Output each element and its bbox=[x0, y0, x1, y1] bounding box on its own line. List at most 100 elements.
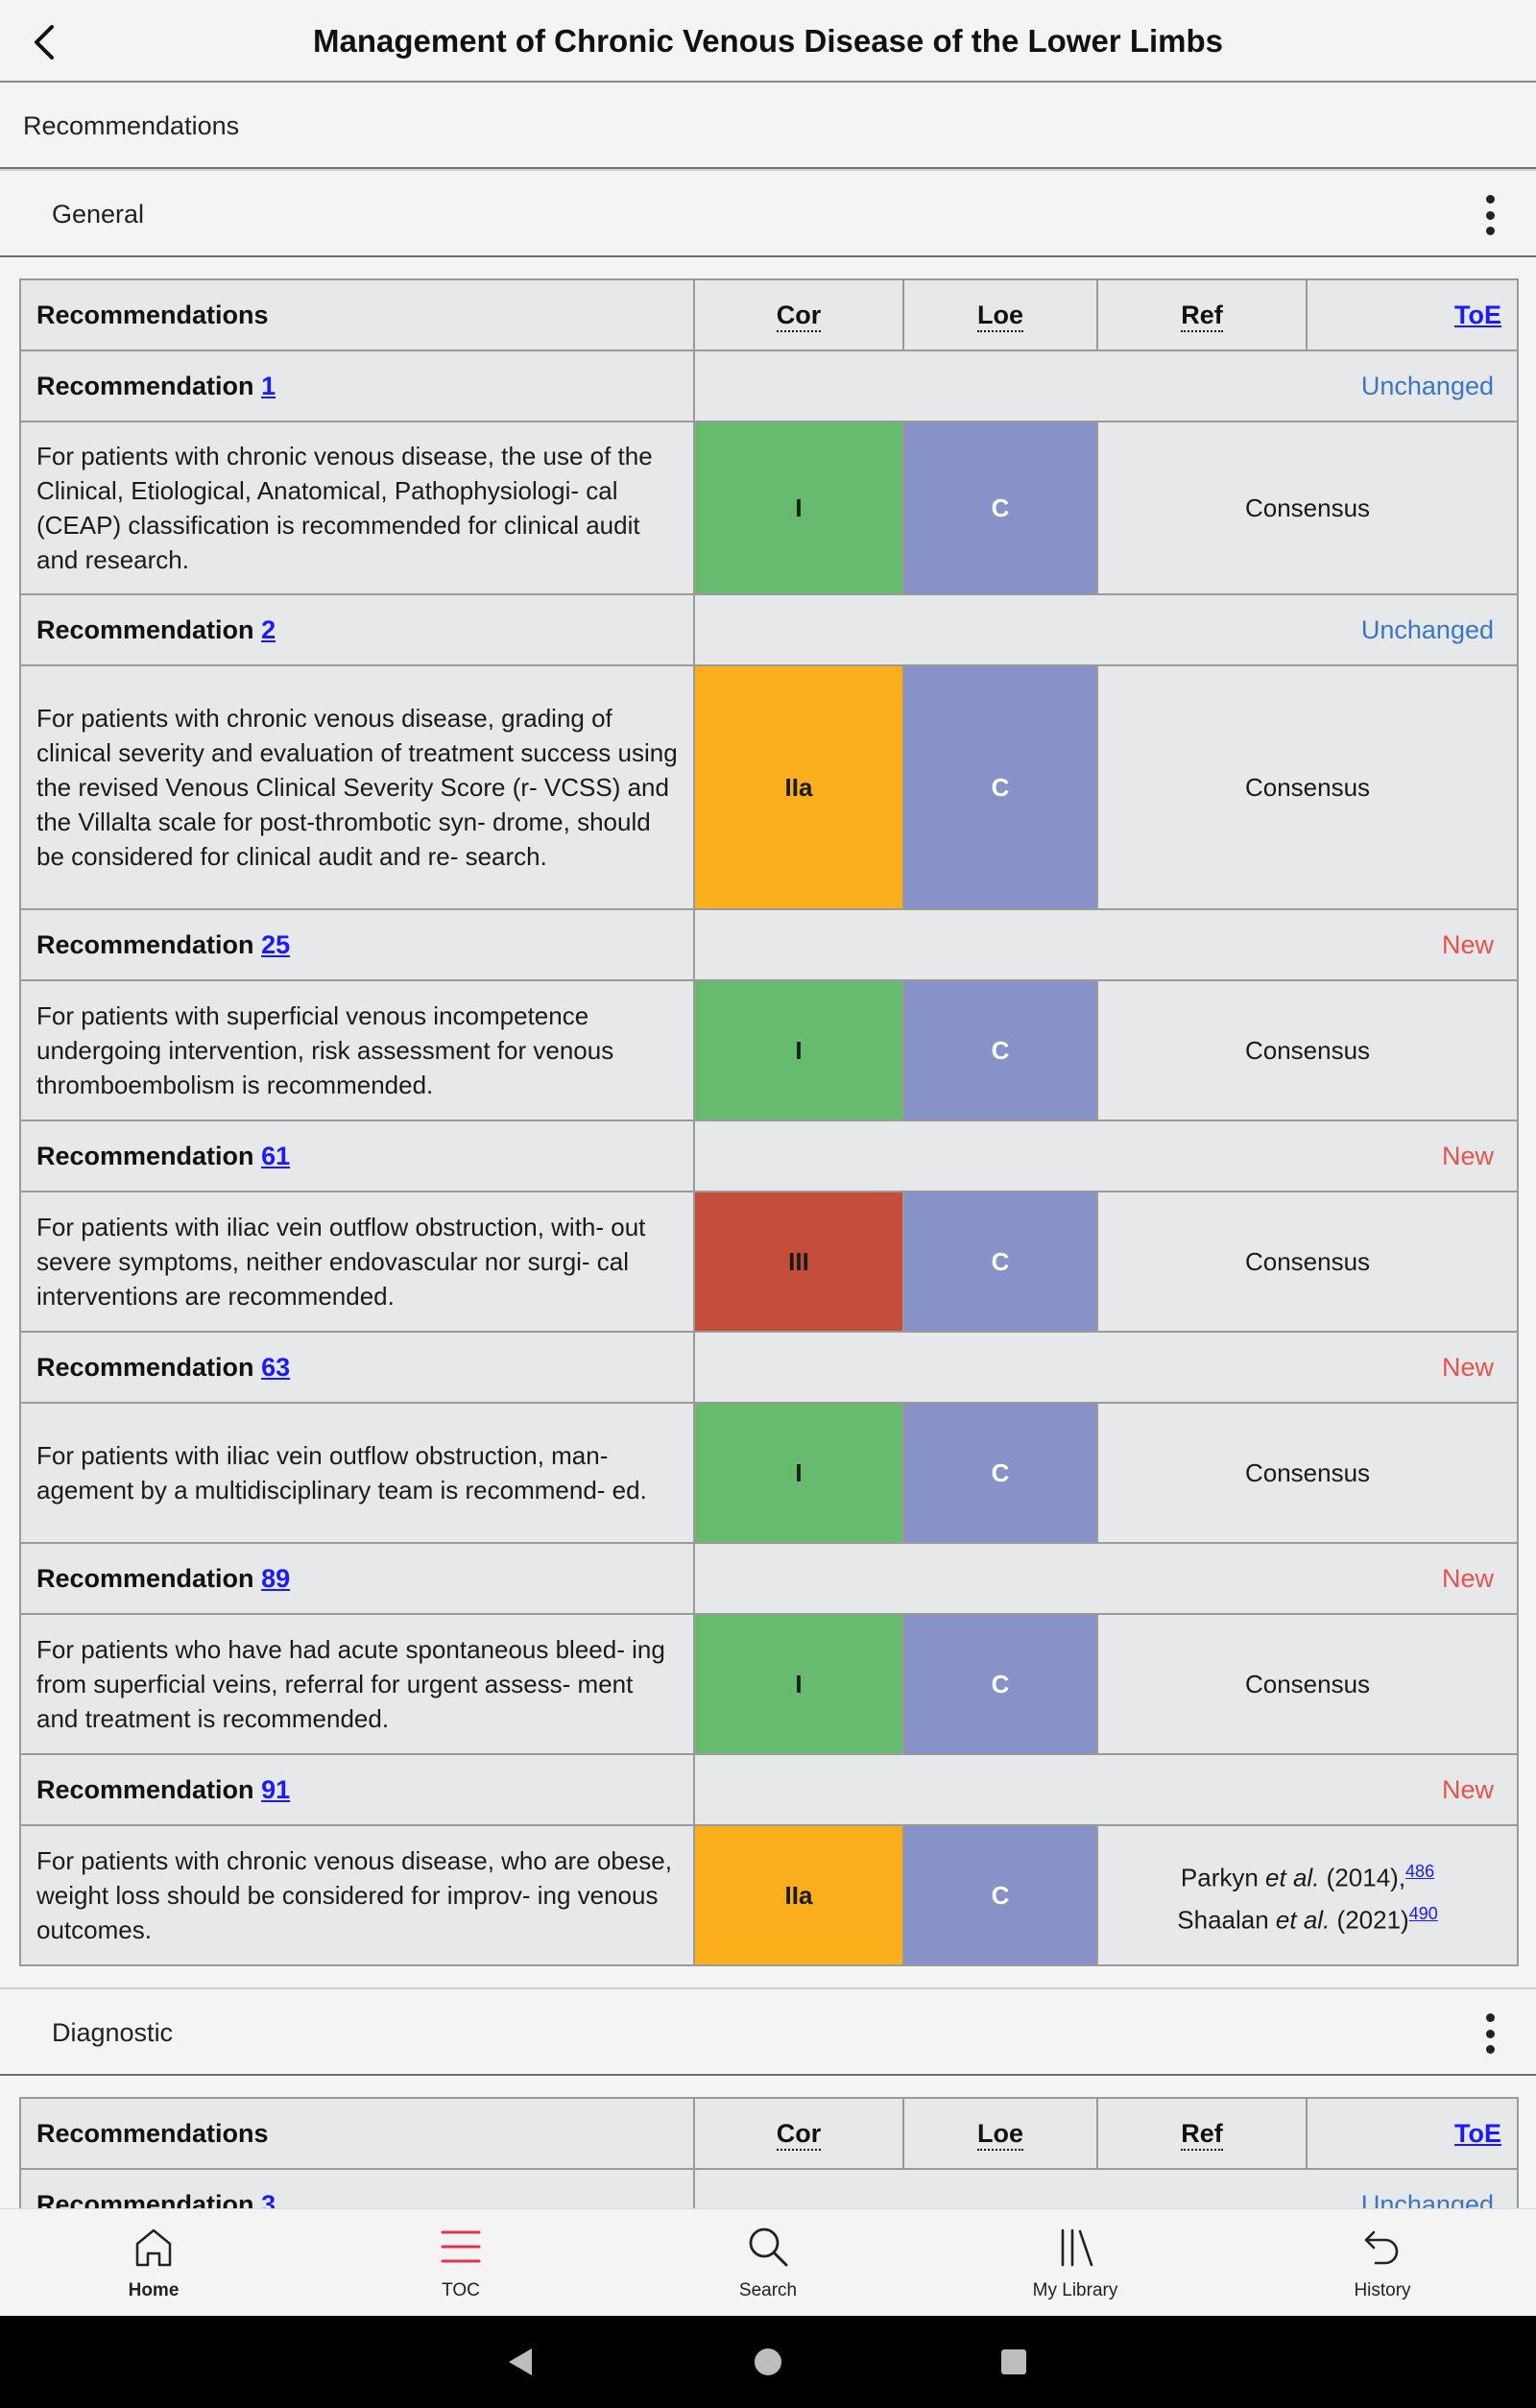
recommendation-link[interactable]: 1 bbox=[261, 371, 276, 400]
breadcrumb[interactable]: Recommendations bbox=[0, 84, 1536, 169]
col-header-loe[interactable]: Loe bbox=[902, 2097, 1098, 2170]
recommendation-text: For patients who have had acute spontane… bbox=[19, 1613, 695, 1755]
recommendation-text: For patients with chronic venous disease… bbox=[19, 1824, 695, 1966]
nav-home[interactable]: Home bbox=[0, 2209, 307, 2316]
recommendation-link[interactable]: 2 bbox=[261, 614, 276, 644]
table-row: For patients with superficial venous inc… bbox=[19, 979, 1519, 1121]
col-header-toe[interactable]: ToE bbox=[1306, 278, 1519, 351]
loe-cell: C bbox=[902, 664, 1098, 910]
table-row: For patients with iliac vein outflow obs… bbox=[19, 1191, 1519, 1333]
loe-cell: C bbox=[902, 1824, 1098, 1966]
recommendation-text: For patients with superficial venous inc… bbox=[19, 979, 695, 1121]
ref-cell: Consensus bbox=[1096, 1402, 1519, 1544]
status-badge: New bbox=[693, 1331, 1519, 1404]
table-row: Recommendation 91 New bbox=[19, 1753, 1519, 1826]
status-badge: Unchanged bbox=[693, 593, 1519, 666]
search-icon bbox=[749, 2227, 788, 2267]
recommendation-text: For patients with iliac vein outflow obs… bbox=[19, 1191, 695, 1333]
library-icon bbox=[1061, 2228, 1093, 2267]
table-row: Recommendation 3 Unchanged bbox=[19, 2168, 1519, 2241]
reference-item: Parkyn et al. (2014),486 bbox=[1180, 1862, 1435, 1892]
recommendation-label: Recommendation 91 bbox=[19, 1753, 695, 1826]
section-title: General bbox=[52, 200, 145, 229]
table-row: For patients with iliac vein outflow obs… bbox=[19, 1402, 1519, 1544]
table-row: For patients who have had acute spontane… bbox=[19, 1613, 1519, 1755]
loe-cell: C bbox=[902, 1613, 1098, 1755]
nav-my-library[interactable]: My Library bbox=[922, 2209, 1229, 2316]
app-header: Management of Chronic Venous Disease of … bbox=[0, 0, 1536, 83]
ref-cell: Consensus bbox=[1096, 1613, 1519, 1755]
bottom-navigation: Home TOC Search My Library History bbox=[0, 2208, 1536, 2316]
recommendation-label: Recommendation 25 bbox=[19, 908, 695, 981]
page-title: Management of Chronic Venous Disease of … bbox=[312, 23, 1223, 59]
table-row: For patients with chronic venous disease… bbox=[19, 664, 1519, 910]
ref-cell: Consensus bbox=[1096, 979, 1519, 1121]
recommendation-link[interactable]: 63 bbox=[261, 1352, 291, 1382]
system-home-icon[interactable] bbox=[749, 2343, 787, 2381]
status-badge: New bbox=[693, 1753, 1519, 1826]
section-header-general[interactable]: General bbox=[0, 169, 1536, 257]
more-options-icon[interactable] bbox=[1473, 2011, 1507, 2057]
toc-icon bbox=[441, 2230, 481, 2263]
citation-link[interactable]: 486 bbox=[1405, 1862, 1435, 1882]
status-badge: New bbox=[693, 908, 1519, 981]
ref-cell: Consensus bbox=[1096, 421, 1519, 595]
recommendation-label: Recommendation 2 bbox=[19, 593, 695, 666]
col-header-cor[interactable]: Cor bbox=[693, 2097, 904, 2170]
section-title: Diagnostic bbox=[52, 2018, 174, 2047]
cor-cell: I bbox=[693, 1402, 904, 1544]
recommendation-text: For patients with iliac vein outflow obs… bbox=[19, 1402, 695, 1544]
cor-cell: I bbox=[693, 979, 904, 1121]
table-row: Recommendation 25 New bbox=[19, 908, 1519, 981]
recommendation-label: Recommendation 89 bbox=[19, 1542, 695, 1615]
cor-cell: IIa bbox=[693, 1824, 904, 1966]
reference-item: Shaalan et al. (2021)490 bbox=[1177, 1904, 1438, 1935]
loe-cell: C bbox=[902, 1191, 1098, 1333]
nav-search[interactable]: Search bbox=[614, 2209, 922, 2316]
recommendation-link[interactable]: 89 bbox=[261, 1563, 291, 1593]
ref-cell: Consensus bbox=[1096, 664, 1519, 910]
cor-cell: III bbox=[693, 1191, 904, 1333]
ref-cell: Parkyn et al. (2014),486 Shaalan et al. … bbox=[1096, 1824, 1519, 1966]
recommendation-label: Recommendation 1 bbox=[19, 349, 695, 422]
status-badge: Unchanged bbox=[693, 349, 1519, 422]
recommendation-link[interactable]: 61 bbox=[261, 1141, 291, 1170]
col-header-loe[interactable]: Loe bbox=[902, 278, 1098, 351]
home-icon bbox=[135, 2228, 172, 2267]
system-recents-icon[interactable] bbox=[995, 2343, 1033, 2381]
more-options-icon[interactable] bbox=[1473, 192, 1507, 238]
section-header-diagnostic[interactable]: Diagnostic bbox=[0, 1987, 1536, 2076]
nav-toc[interactable]: TOC bbox=[307, 2209, 614, 2316]
ref-cell: Consensus bbox=[1096, 1191, 1519, 1333]
citation-link[interactable]: 490 bbox=[1408, 1904, 1438, 1923]
nav-history[interactable]: History bbox=[1229, 2209, 1536, 2316]
col-header-ref[interactable]: Ref bbox=[1096, 278, 1308, 351]
table-row: Recommendation 61 New bbox=[19, 1120, 1519, 1192]
status-badge: New bbox=[693, 1120, 1519, 1192]
loe-cell: C bbox=[902, 979, 1098, 1121]
col-header-toe[interactable]: ToE bbox=[1306, 2097, 1519, 2170]
recommendation-link[interactable]: 25 bbox=[261, 929, 291, 959]
recommendation-link[interactable]: 91 bbox=[261, 1774, 291, 1804]
breadcrumb-label: Recommendations bbox=[23, 111, 240, 140]
table-header-row: Recommendations Cor Loe Ref ToE bbox=[19, 2097, 1519, 2170]
col-header-ref[interactable]: Ref bbox=[1096, 2097, 1308, 2170]
table-row: Recommendation 1 Unchanged bbox=[19, 349, 1519, 422]
table-row: For patients with chronic venous disease… bbox=[19, 1824, 1519, 1966]
status-badge: New bbox=[693, 1542, 1519, 1615]
loe-cell: C bbox=[902, 421, 1098, 595]
table-header-row: Recommendations Cor Loe Ref ToE bbox=[19, 278, 1519, 351]
table-row: Recommendation 2 Unchanged bbox=[19, 593, 1519, 666]
table-row: Recommendation 63 New bbox=[19, 1331, 1519, 1404]
back-button[interactable] bbox=[19, 15, 73, 69]
col-header-recommendations: Recommendations bbox=[19, 278, 695, 351]
history-icon bbox=[1364, 2230, 1399, 2265]
table-row: For patients with chronic venous disease… bbox=[19, 421, 1519, 595]
recommendation-text: For patients with chronic venous disease… bbox=[19, 421, 695, 595]
recommendations-table-general: Recommendations Cor Loe Ref ToE Recommen… bbox=[19, 278, 1519, 1966]
table-row: Recommendation 89 New bbox=[19, 1542, 1519, 1615]
loe-cell: C bbox=[902, 1402, 1098, 1544]
system-navigation-bar bbox=[0, 2316, 1536, 2408]
col-header-cor[interactable]: Cor bbox=[693, 278, 904, 351]
system-back-icon[interactable] bbox=[501, 2343, 540, 2381]
